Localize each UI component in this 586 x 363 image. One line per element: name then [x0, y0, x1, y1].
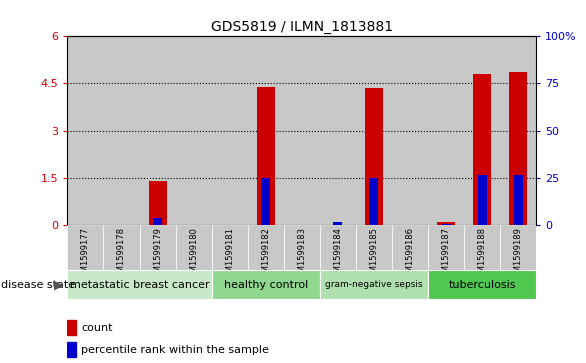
Bar [139, 36, 176, 225]
Bar [500, 225, 536, 270]
Bar [284, 36, 320, 225]
Bar [67, 342, 76, 357]
Bar [428, 270, 536, 299]
Bar [257, 87, 275, 225]
Bar [320, 36, 356, 225]
Bar [104, 225, 139, 270]
Text: GSM1599183: GSM1599183 [297, 227, 306, 284]
Text: GSM1599185: GSM1599185 [369, 227, 379, 283]
Text: GSM1599184: GSM1599184 [333, 227, 342, 283]
Bar [428, 225, 464, 270]
Bar [356, 225, 392, 270]
Bar [478, 175, 486, 225]
Bar [320, 225, 356, 270]
Bar [139, 225, 176, 270]
Text: tuberculosis: tuberculosis [448, 280, 516, 290]
Bar [248, 36, 284, 225]
Bar [392, 225, 428, 270]
Bar [441, 224, 451, 225]
Bar [473, 74, 491, 225]
Bar [153, 219, 162, 225]
Bar [212, 225, 248, 270]
Bar [464, 36, 500, 225]
Bar [437, 222, 455, 225]
Text: GSM1599189: GSM1599189 [514, 227, 523, 283]
Text: GSM1599180: GSM1599180 [189, 227, 198, 283]
Text: GSM1599179: GSM1599179 [153, 227, 162, 283]
Bar [514, 175, 523, 225]
Text: GSM1599178: GSM1599178 [117, 227, 126, 284]
Bar [333, 222, 342, 225]
Title: GDS5819 / ILMN_1813881: GDS5819 / ILMN_1813881 [211, 20, 393, 34]
Text: GSM1599188: GSM1599188 [478, 227, 486, 284]
Bar [369, 178, 379, 225]
Text: GSM1599177: GSM1599177 [81, 227, 90, 284]
Bar [67, 270, 212, 299]
Bar [320, 270, 428, 299]
Bar [176, 36, 212, 225]
Text: gram-negative sepsis: gram-negative sepsis [325, 281, 423, 289]
Bar [356, 36, 392, 225]
Text: metastatic breast cancer: metastatic breast cancer [70, 280, 209, 290]
Bar [67, 225, 104, 270]
Bar [464, 225, 500, 270]
Text: healthy control: healthy control [224, 280, 308, 290]
Bar [212, 270, 320, 299]
Bar [104, 36, 139, 225]
Bar [365, 88, 383, 225]
Text: GSM1599182: GSM1599182 [261, 227, 270, 283]
Text: percentile rank within the sample: percentile rank within the sample [81, 345, 270, 355]
Bar [428, 36, 464, 225]
Text: ▶: ▶ [54, 278, 63, 291]
Bar [500, 36, 536, 225]
Text: GSM1599187: GSM1599187 [441, 227, 451, 284]
Text: GSM1599186: GSM1599186 [406, 227, 414, 284]
Text: GSM1599181: GSM1599181 [225, 227, 234, 283]
Bar [67, 36, 104, 225]
Bar [392, 36, 428, 225]
Bar [148, 181, 166, 225]
Bar [176, 225, 212, 270]
Bar [248, 225, 284, 270]
Bar [67, 320, 76, 335]
Text: disease state: disease state [1, 280, 75, 290]
Bar [261, 178, 270, 225]
Text: count: count [81, 323, 113, 333]
Bar [212, 36, 248, 225]
Bar [284, 225, 320, 270]
Bar [509, 73, 527, 225]
